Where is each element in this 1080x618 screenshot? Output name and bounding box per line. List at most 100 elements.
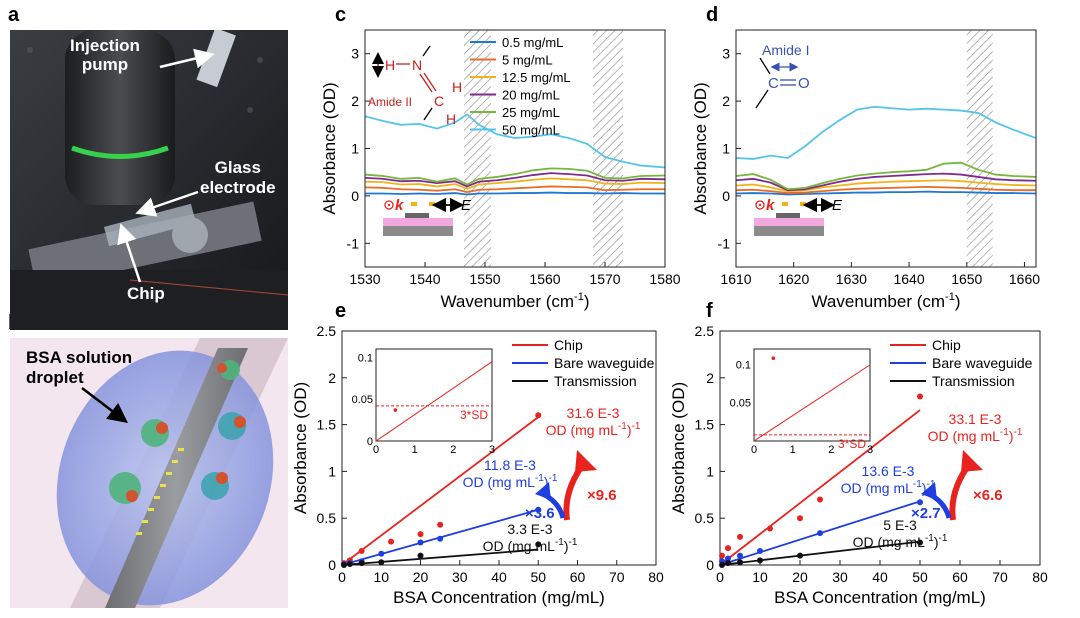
- panel-label-f: f: [706, 300, 713, 322]
- y-axis-label: Absorbance (OD): [669, 382, 688, 514]
- data-point: [737, 533, 743, 540]
- hatched-region: [593, 30, 623, 267]
- y-tick-label: 1: [706, 463, 714, 479]
- y-axis-label: Absorbance (OD): [320, 82, 339, 214]
- inset-y-tick: 0.05: [730, 398, 751, 410]
- x-tick-label: 0: [338, 569, 346, 585]
- x-tick-label: 80: [648, 569, 664, 585]
- bond: [422, 45, 431, 57]
- data-point: [917, 499, 923, 506]
- y-tick-label: -1: [347, 235, 360, 251]
- fit-line: [719, 409, 921, 566]
- slope-value: 11.8 E-3: [484, 457, 536, 473]
- y-tick-label: 0.5: [695, 510, 715, 526]
- chart-d: 1610 1620 1630 1640 1650 1660 -1 0 1 2 3 Absorbance…: [691, 29, 1040, 311]
- inset-sd-label: 3*SD: [460, 408, 488, 422]
- y-tick-label: 2.5: [695, 323, 715, 339]
- hatched-region: [464, 30, 491, 267]
- slope-unit: OD (mg mL-1)-1: [853, 533, 948, 550]
- inset-x-tick: 0: [373, 444, 379, 456]
- k-dot: [387, 203, 391, 207]
- series-line: [735, 172, 1037, 192]
- device-layer-substrate: [754, 226, 824, 236]
- k-dot: [758, 203, 762, 207]
- data-point: [535, 506, 542, 513]
- data-point: [378, 550, 385, 557]
- device-layer-pink: [754, 218, 824, 226]
- bond: [419, 73, 433, 93]
- slope-unit: OD (mg mL-1)-1: [928, 427, 1023, 444]
- legend-entry: Bare waveguide: [932, 355, 1033, 371]
- data-point: [417, 552, 424, 559]
- factor-blue: ×2.7: [911, 505, 941, 522]
- setup-photo-illustration: [10, 30, 288, 330]
- legend-entry: Chip: [554, 337, 583, 353]
- atom-c: C: [768, 75, 779, 92]
- legend-entry: 50 mg/mL: [502, 123, 560, 138]
- series-line: [364, 167, 666, 186]
- x-tick-label: 20: [792, 569, 808, 585]
- series-line: [364, 113, 666, 169]
- x-axis-label: Wavenumber (cm-1): [812, 291, 961, 311]
- data-point: [817, 530, 823, 537]
- data-point: [719, 562, 725, 568]
- legend-entry: 5 mg/mL: [502, 53, 553, 68]
- chart-e: 0 10 20 30 40 50 60 70 8000.511.522.5Absorbance …: [291, 323, 664, 607]
- x-tick-label: 30: [452, 569, 468, 585]
- x-tick-label: 1530: [349, 271, 380, 287]
- series-line: [735, 185, 1036, 194]
- x-tick-label: 50: [912, 569, 928, 585]
- inset-x-tick: 0: [751, 444, 757, 456]
- y-tick-label: 1: [328, 463, 336, 479]
- x-tick-label: 60: [952, 569, 968, 585]
- inset-x-tick: 3: [489, 444, 495, 456]
- factor-arrowhead-blue: [921, 482, 937, 500]
- inset-x-tick: 1: [412, 444, 418, 456]
- slope-unit: OD (mg mL-1)-1: [841, 479, 936, 496]
- e-label: E: [832, 197, 843, 214]
- y-tick-label: 2: [722, 93, 730, 109]
- legend-entry: Transmission: [932, 373, 1015, 389]
- x-tick-label: 1540: [409, 271, 440, 287]
- chip-label: Chip: [127, 284, 165, 303]
- atom-n: N: [412, 57, 422, 73]
- inset-sd-label: 3*SD: [838, 437, 866, 451]
- data-point: [417, 539, 424, 546]
- x-tick-label: 1610: [720, 271, 751, 287]
- x-tick-label: 1560: [529, 271, 560, 287]
- data-point: [725, 545, 731, 552]
- x-tick-label: 20: [413, 569, 429, 585]
- legend-entry: Chip: [932, 337, 961, 353]
- legend-entry: 25 mg/mL: [502, 105, 560, 120]
- inset-frame: [753, 348, 871, 442]
- inset-x-tick: 1: [790, 444, 796, 456]
- data-point: [797, 552, 803, 559]
- bond: [755, 89, 769, 109]
- y-tick-label: 3: [351, 46, 359, 62]
- electrode-right: [429, 202, 435, 206]
- data-point: [358, 547, 365, 554]
- data-point: [358, 560, 365, 567]
- inset-y-tick: 0: [367, 436, 373, 448]
- series-line: [735, 179, 1037, 193]
- hatched-region: [966, 30, 993, 267]
- y-tick-label: 0: [706, 557, 714, 573]
- amide-i-label: Amide I: [762, 42, 809, 58]
- data-point: [737, 552, 743, 559]
- series-line: [364, 185, 665, 194]
- legend-entry: 20 mg/mL: [502, 88, 560, 103]
- y-tick-label: 2: [351, 93, 359, 109]
- bond: [423, 72, 437, 92]
- data-point: [417, 531, 424, 538]
- data-point: [719, 552, 725, 559]
- y-tick-label: 0: [351, 188, 359, 204]
- inset-x-tick: 3: [867, 444, 873, 456]
- factor-arrowhead-blue: [535, 482, 551, 500]
- x-tick-label: 10: [752, 569, 768, 585]
- chart-f: 0 10 20 30 40 50 60 70 8000.511.522.5Absorbance …: [669, 323, 1048, 607]
- factor-arrowhead-red: [961, 450, 983, 472]
- inset-fit-line: [375, 361, 493, 442]
- data-point: [725, 560, 731, 567]
- series-line: [735, 161, 1037, 191]
- electrode-right: [800, 202, 806, 206]
